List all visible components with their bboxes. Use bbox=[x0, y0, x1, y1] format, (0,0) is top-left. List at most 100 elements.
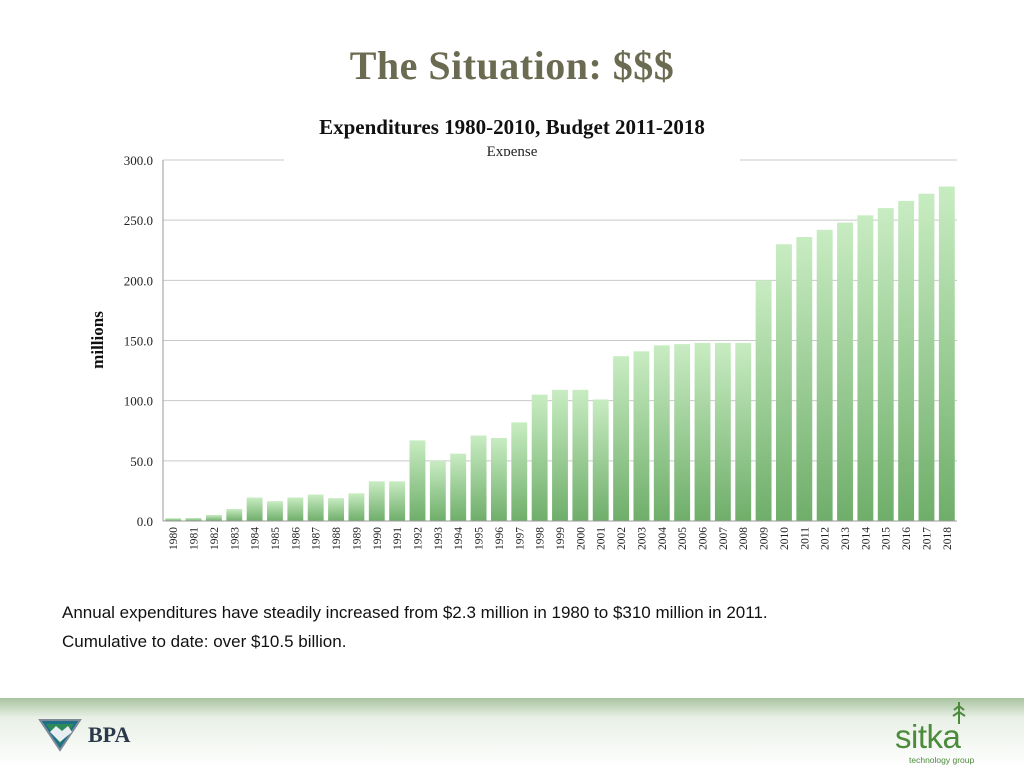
bar-1991 bbox=[389, 481, 406, 521]
x-tick-label: 1984 bbox=[250, 527, 262, 550]
bar-1994 bbox=[450, 453, 467, 521]
x-tick-label: 1998 bbox=[535, 527, 547, 550]
bar-2005 bbox=[674, 344, 691, 521]
bar-2013 bbox=[837, 222, 853, 521]
bar-1989 bbox=[348, 493, 365, 521]
sitka-logo-subtitle: technology group bbox=[909, 755, 975, 765]
x-tick-label: 2011 bbox=[799, 527, 811, 550]
bar-1985 bbox=[267, 501, 283, 521]
bar-2015 bbox=[877, 208, 894, 521]
bar-1983 bbox=[226, 508, 243, 521]
bar-1997 bbox=[511, 422, 528, 521]
x-tick-label: 2009 bbox=[759, 527, 771, 550]
bar-2017 bbox=[918, 193, 935, 521]
bar-1999 bbox=[552, 389, 568, 521]
x-tick-label: 2006 bbox=[698, 527, 710, 550]
bar-1981 bbox=[185, 517, 202, 521]
bar-2016 bbox=[898, 200, 915, 521]
y-tick-label: 100.0 bbox=[124, 394, 153, 409]
bar-1980 bbox=[165, 518, 182, 521]
bar-1987 bbox=[307, 494, 324, 521]
x-tick-label: 2005 bbox=[677, 527, 689, 550]
sitka-logo-word: sitka bbox=[895, 718, 961, 755]
x-tick-label: 1994 bbox=[453, 527, 465, 550]
x-tick-label: 2013 bbox=[840, 527, 852, 550]
x-tick-label: 2007 bbox=[718, 527, 730, 550]
bpa-logo-text: BPA bbox=[88, 722, 131, 747]
bar-1992 bbox=[409, 440, 426, 521]
bar-2010 bbox=[776, 244, 792, 521]
bpa-logo: BPA bbox=[38, 718, 130, 752]
bar-2011 bbox=[796, 237, 813, 521]
y-axis-label: millions bbox=[88, 311, 107, 369]
x-tick-label: 2001 bbox=[596, 527, 608, 550]
x-tick-label: 1986 bbox=[290, 527, 302, 550]
y-tick-label: 150.0 bbox=[124, 334, 153, 349]
x-tick-label: 1992 bbox=[412, 527, 424, 550]
x-tick-label: 1989 bbox=[351, 527, 363, 550]
bar-2006 bbox=[694, 342, 711, 521]
x-tick-label: 1985 bbox=[270, 527, 282, 550]
x-tick-label: 2010 bbox=[779, 527, 791, 550]
bar-2001 bbox=[592, 399, 609, 521]
bar-1998 bbox=[531, 394, 548, 521]
bar-2000 bbox=[572, 389, 589, 521]
y-axis-ticks: 0.0 50.0 100.0 150.0 200.0 250.0 300.0 bbox=[124, 153, 153, 529]
x-tick-label: 1988 bbox=[331, 527, 343, 550]
bar-2014 bbox=[857, 215, 874, 521]
x-axis-ticks: 1980 1981 1982 1983 1984 1985 1986 1987 1988 1989… bbox=[168, 527, 954, 550]
x-tick-label: 1991 bbox=[392, 527, 404, 550]
x-tick-label: 2016 bbox=[901, 527, 913, 550]
x-tick-label: 2012 bbox=[820, 527, 832, 550]
x-tick-label: 2017 bbox=[921, 527, 933, 550]
bar-1993 bbox=[429, 460, 446, 521]
bar-2003 bbox=[633, 351, 650, 521]
sitka-logo: sitka technology group bbox=[895, 702, 995, 765]
x-tick-label: 1982 bbox=[209, 527, 221, 550]
x-tick-label: 2018 bbox=[942, 527, 954, 550]
y-tick-label: 200.0 bbox=[124, 273, 153, 288]
bar-1982 bbox=[205, 514, 222, 521]
tree-icon bbox=[952, 702, 966, 724]
x-tick-label: 2008 bbox=[738, 527, 750, 550]
legend-background bbox=[284, 156, 740, 164]
bar-1988 bbox=[328, 498, 344, 521]
bar-2004 bbox=[653, 345, 670, 521]
x-tick-label: 1999 bbox=[555, 527, 567, 550]
bars bbox=[165, 186, 955, 521]
caption-line-1: Annual expenditures have steadily increa… bbox=[62, 603, 768, 622]
x-tick-label: 1987 bbox=[311, 527, 323, 550]
x-tick-label: 1980 bbox=[168, 527, 180, 550]
bar-1986 bbox=[287, 497, 304, 521]
x-tick-label: 1981 bbox=[189, 527, 201, 550]
x-tick-label: 2014 bbox=[860, 527, 872, 550]
x-tick-label: 2000 bbox=[575, 527, 587, 550]
x-tick-label: 1996 bbox=[494, 527, 506, 550]
bar-1990 bbox=[368, 481, 385, 521]
bar-1995 bbox=[470, 435, 487, 521]
x-tick-label: 2003 bbox=[636, 527, 648, 550]
bar-2007 bbox=[714, 342, 731, 521]
x-tick-label: 1993 bbox=[433, 527, 445, 550]
bar-2008 bbox=[735, 342, 752, 521]
chart-title: Expenditures 1980-2010, Budget 2011-2018 bbox=[319, 115, 705, 139]
x-tick-label: 2015 bbox=[881, 527, 893, 550]
bar-1996 bbox=[490, 437, 507, 521]
bar-2009 bbox=[755, 280, 772, 521]
y-tick-label: 300.0 bbox=[124, 153, 153, 168]
footer-band bbox=[0, 698, 1024, 768]
bar-1984 bbox=[246, 497, 263, 521]
bpa-emblem-icon bbox=[38, 719, 82, 752]
caption-line-2: Cumulative to date: over $10.5 billion. bbox=[62, 632, 347, 651]
x-tick-label: 2004 bbox=[657, 527, 669, 550]
x-tick-label: 1983 bbox=[229, 527, 241, 550]
caption: Annual expenditures have steadily increa… bbox=[62, 598, 768, 656]
y-tick-label: 50.0 bbox=[130, 454, 153, 469]
bar-2002 bbox=[613, 356, 630, 521]
y-tick-label: 0.0 bbox=[137, 514, 153, 529]
x-tick-label: 1995 bbox=[474, 527, 486, 550]
x-tick-label: 1990 bbox=[372, 527, 384, 550]
x-tick-label: 1997 bbox=[514, 527, 526, 550]
bar-2018 bbox=[938, 186, 955, 521]
